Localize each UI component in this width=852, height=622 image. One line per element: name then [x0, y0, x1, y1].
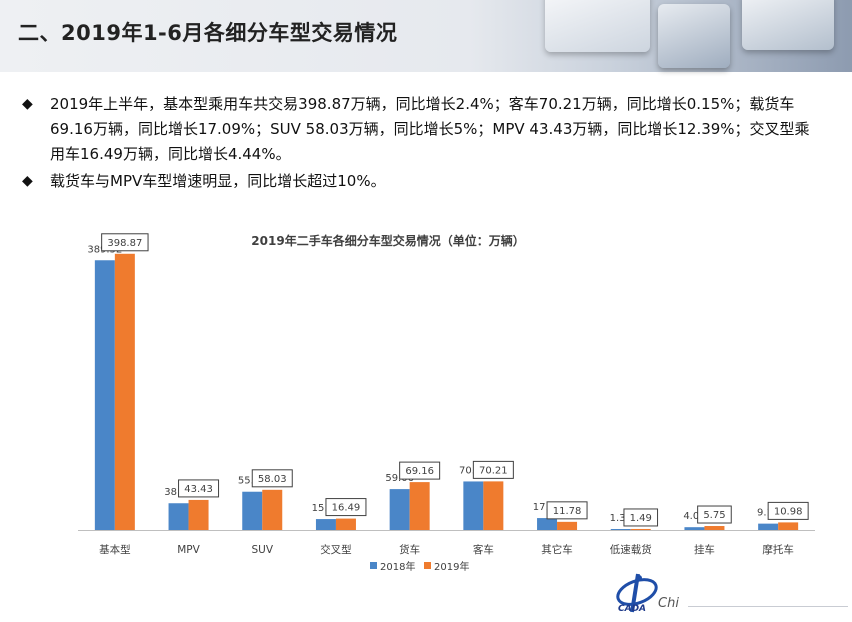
x-tick-label: 低速载货	[610, 543, 652, 556]
data-label: 11.78	[553, 506, 582, 517]
footer-divider	[688, 606, 848, 607]
bar	[537, 518, 558, 530]
data-label: 4.06	[683, 511, 705, 522]
data-label-box	[325, 498, 367, 517]
x-tick-label: 摩托车	[762, 543, 794, 556]
x-tick-label: MPV	[177, 544, 200, 556]
x-tick-label: 挂车	[694, 543, 715, 556]
data-label-box	[178, 479, 220, 498]
data-label-box	[546, 501, 588, 520]
bullet-text: 2019年上半年，基本型乘用车共交易398.87万辆，同比增长2.4%；客车70…	[50, 95, 810, 163]
bullet-item: ◆ 载货车与MPV车型增速明显，同比增长超过10%。	[22, 169, 822, 194]
x-tick-label: 客车	[473, 543, 494, 556]
diamond-bullet-icon: ◆	[22, 96, 33, 112]
bar	[684, 527, 705, 530]
bar	[557, 521, 578, 530]
data-label: 16.49	[332, 503, 361, 514]
data-label-box	[623, 508, 659, 527]
cada-logo-icon	[616, 573, 658, 613]
brand-text: Chi	[658, 596, 679, 611]
chart-title: 2019年二手车各细分车型交易情况（单位：万辆）	[251, 233, 524, 248]
data-label: 10.98	[774, 506, 803, 517]
bullet-list: ◆ 2019年上半年，基本型乘用车共交易398.87万辆，同比增长2.4%；客车…	[22, 92, 822, 196]
data-label: 70.21	[479, 465, 508, 476]
bar	[114, 253, 135, 530]
bar	[704, 526, 725, 530]
header-banner: 二、2019年1-6月各细分车型交易情况	[0, 0, 852, 72]
bar	[315, 519, 336, 530]
bullet-item: ◆ 2019年上半年，基本型乘用车共交易398.87万辆，同比增长2.4%；客车…	[22, 92, 822, 167]
logo-text: CADA	[618, 604, 647, 614]
page-title: 二、2019年1-6月各细分车型交易情况	[18, 21, 398, 45]
data-label: 1.37	[610, 513, 632, 524]
data-label-box	[697, 505, 732, 524]
bullet-text: 载货车与MPV车型增速明显，同比增长超过10%。	[50, 172, 386, 190]
legend-swatch	[424, 562, 431, 569]
x-tick-label: 其它车	[541, 543, 573, 556]
data-label-box	[767, 501, 809, 520]
bar	[94, 260, 115, 530]
bar	[463, 481, 484, 530]
data-label-box	[251, 469, 293, 488]
bar	[610, 529, 631, 530]
x-tick-label: 交叉型	[320, 543, 352, 556]
data-label: 58.03	[258, 474, 287, 485]
x-tick-label: 货车	[399, 543, 420, 556]
data-label: 69.16	[405, 466, 434, 477]
bar	[409, 482, 430, 530]
bar	[188, 499, 209, 530]
data-label-box	[472, 460, 514, 479]
x-tick-label: 基本型	[99, 543, 131, 556]
x-tick-label: SUV	[251, 544, 273, 556]
bar	[483, 481, 504, 530]
decor-cube	[545, 0, 650, 52]
diamond-bullet-icon: ◆	[22, 173, 33, 189]
bar	[778, 522, 799, 530]
data-label: 5.75	[703, 510, 725, 521]
data-label: 398.87	[107, 238, 142, 249]
data-label: 43.43	[184, 484, 213, 495]
bar	[168, 503, 189, 530]
bar	[630, 528, 651, 530]
bar	[389, 489, 410, 530]
bar	[242, 491, 263, 530]
decor-cube	[658, 4, 730, 68]
bar	[335, 518, 356, 530]
legend-label: 2019年	[434, 560, 469, 573]
data-label: 1.49	[630, 513, 652, 524]
data-label-box	[399, 461, 441, 480]
data-label-box	[101, 233, 149, 252]
bar	[262, 489, 283, 530]
decor-cube	[742, 0, 834, 50]
legend-label: 2018年	[380, 560, 415, 573]
bar	[758, 523, 779, 530]
legend-swatch	[370, 562, 377, 569]
